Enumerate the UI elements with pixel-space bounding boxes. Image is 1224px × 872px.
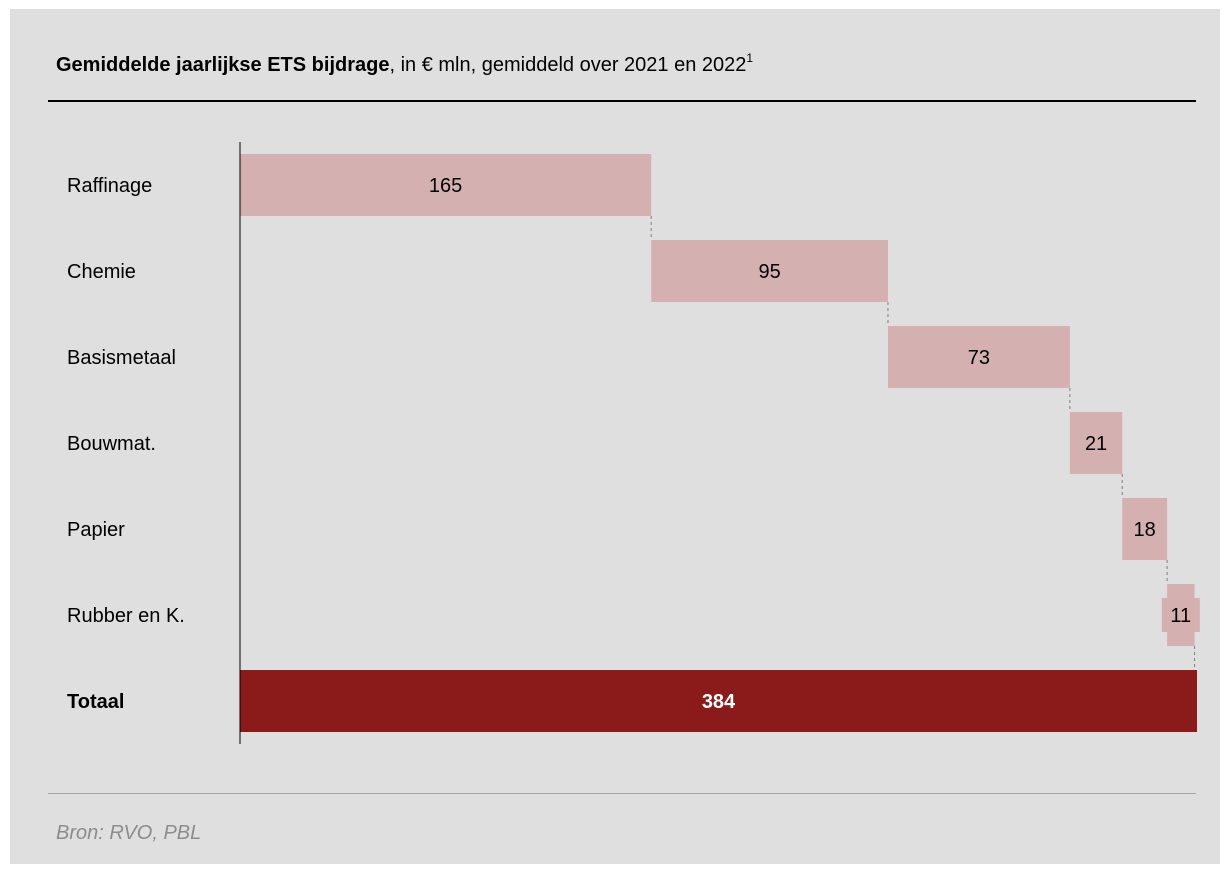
- chart-title-bold: Gemiddelde jaarlijkse ETS bijdrage: [56, 54, 390, 76]
- data-label-rubber-en-k: 11: [1170, 605, 1191, 627]
- bar-basismetaal: [887, 326, 1070, 388]
- category-label-raffinage: Raffinage: [67, 175, 152, 197]
- data-label-bg-rubber-en-k: [1161, 598, 1200, 632]
- source-divider: [48, 793, 1196, 794]
- category-label-rubber-en-k: Rubber en K.: [67, 605, 185, 627]
- category-label-papier: Papier: [67, 519, 125, 541]
- chart-title: Gemiddelde jaarlijkse ETS bijdrage, in €…: [56, 51, 754, 77]
- source-note: Bron: RVO, PBL: [56, 822, 202, 844]
- chart-title-footnote: 1: [746, 51, 754, 65]
- bar-chemie: [651, 240, 888, 302]
- data-label-bouwmat: 21: [1085, 433, 1107, 455]
- bar-bouwmat: [1069, 412, 1123, 474]
- bar-raffinage: [240, 154, 652, 216]
- category-label-totaal: Totaal: [67, 691, 124, 713]
- data-label-chemie: 95: [758, 261, 780, 283]
- data-label-basismetaal: 73: [968, 347, 990, 369]
- bar-totaal: [240, 670, 1197, 732]
- data-label-raffinage: 165: [429, 175, 462, 197]
- category-label-basismetaal: Basismetaal: [67, 347, 176, 369]
- chart-title-rest: , in € mln, gemiddeld over 2021 en 2022: [389, 54, 747, 76]
- title-divider: [48, 100, 1196, 102]
- data-label-totaal: 384: [702, 691, 736, 713]
- category-label-bouwmat: Bouwmat.: [67, 433, 156, 455]
- category-label-chemie: Chemie: [67, 261, 136, 283]
- data-label-papier: 18: [1134, 519, 1156, 541]
- bar-papier: [1122, 498, 1168, 560]
